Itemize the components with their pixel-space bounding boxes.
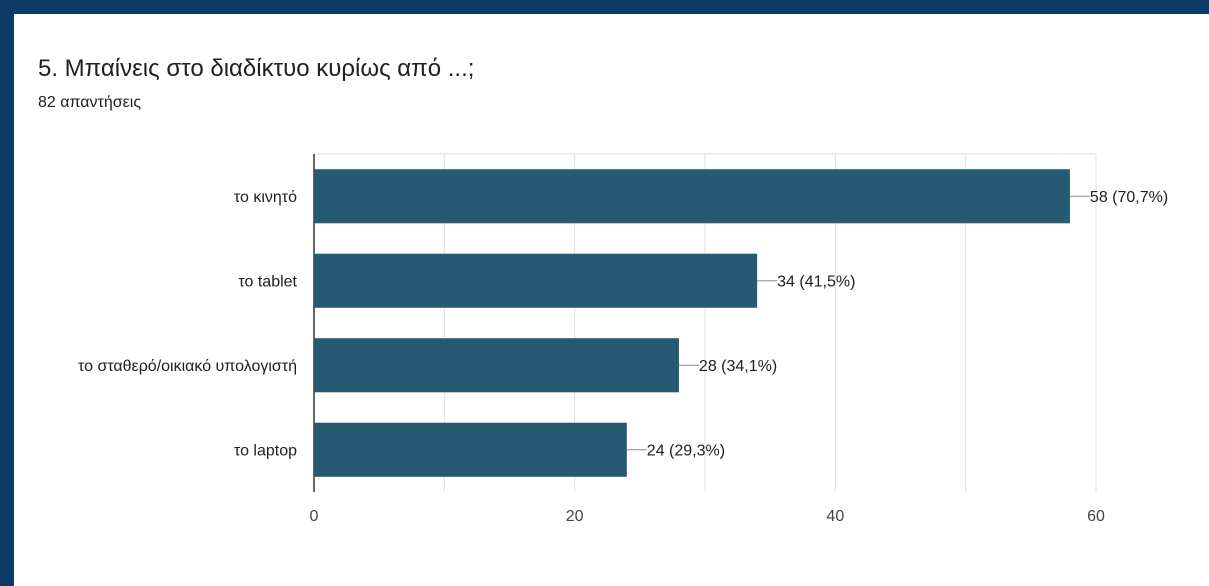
bar [314, 253, 758, 308]
bar [314, 169, 1070, 224]
data-label: 24 (29,3%) [647, 442, 725, 459]
category-label: το laptop [234, 442, 297, 459]
bars [314, 169, 1070, 477]
response-count: 82 απαντήσεις [38, 94, 142, 111]
x-tick-label: 40 [826, 508, 844, 525]
bar [314, 338, 679, 393]
x-tick-label: 0 [310, 508, 319, 525]
x-tick-label: 20 [566, 508, 584, 525]
category-label: το κινητό [234, 189, 297, 206]
labels: 0 20 40 60 το κινητό 58 (70,7%) το tablet 34 (4… [78, 189, 1168, 525]
bar [314, 422, 627, 477]
x-tick-label: 60 [1087, 508, 1105, 525]
category-label: το tablet [238, 273, 297, 290]
question-title: 5. Μπαίνεις στο διαδίκτυο κυρίως από ...… [38, 55, 475, 82]
data-label: 58 (70,7%) [1090, 189, 1168, 206]
category-label: το σταθερό/οικιακό υπολογιστή [78, 358, 297, 375]
data-label: 28 (34,1%) [699, 358, 777, 375]
data-label: 34 (41,5%) [777, 273, 855, 290]
